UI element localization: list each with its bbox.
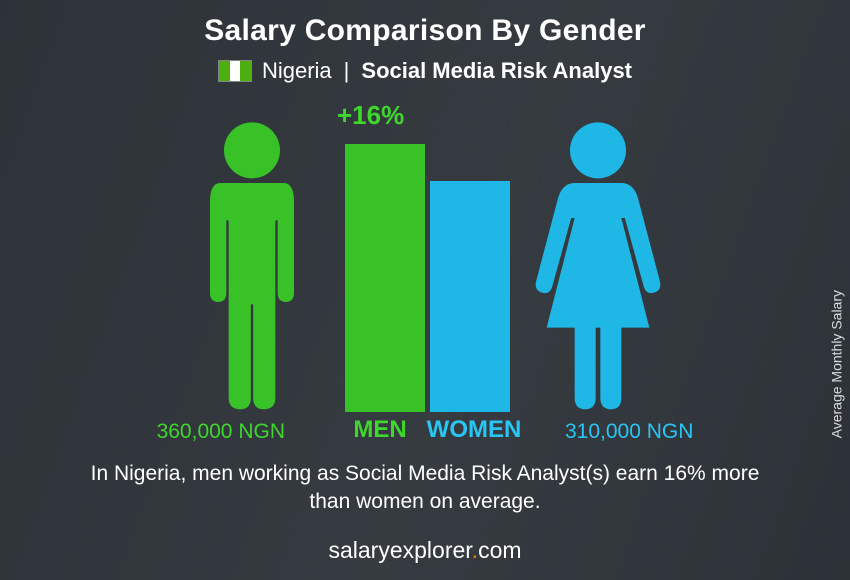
subtitle-row: Nigeria | Social Media Risk Analyst	[0, 58, 850, 84]
separator-pipe: |	[344, 58, 350, 84]
percent-difference-label: +16%	[337, 100, 404, 131]
men-salary-value: 360,000 NGN	[95, 420, 285, 444]
job-title: Social Media Risk Analyst	[361, 58, 632, 84]
gender-comparison-chart: +16% MEN WOMEN 360,000 NGN 310,000 NGN	[0, 94, 850, 454]
y-axis-label: Average Monthly Salary	[828, 290, 844, 438]
footer-attribution: salaryexplorer.com	[0, 537, 850, 564]
country-label: Nigeria	[262, 58, 332, 84]
man-icon	[182, 120, 322, 412]
footer-domain-post: com	[478, 537, 521, 563]
nigeria-flag-icon	[218, 60, 252, 82]
women-bar-label: WOMEN	[414, 416, 534, 444]
woman-icon	[528, 120, 668, 412]
men-bar	[345, 144, 425, 412]
page-title: Salary Comparison By Gender	[0, 14, 850, 48]
description-text: In Nigeria, men working as Social Media …	[0, 454, 850, 517]
footer-domain-pre: salaryexplorer	[328, 537, 471, 563]
header: Salary Comparison By Gender Nigeria | So…	[0, 0, 850, 84]
women-salary-value: 310,000 NGN	[565, 420, 755, 444]
women-bar	[430, 181, 510, 412]
